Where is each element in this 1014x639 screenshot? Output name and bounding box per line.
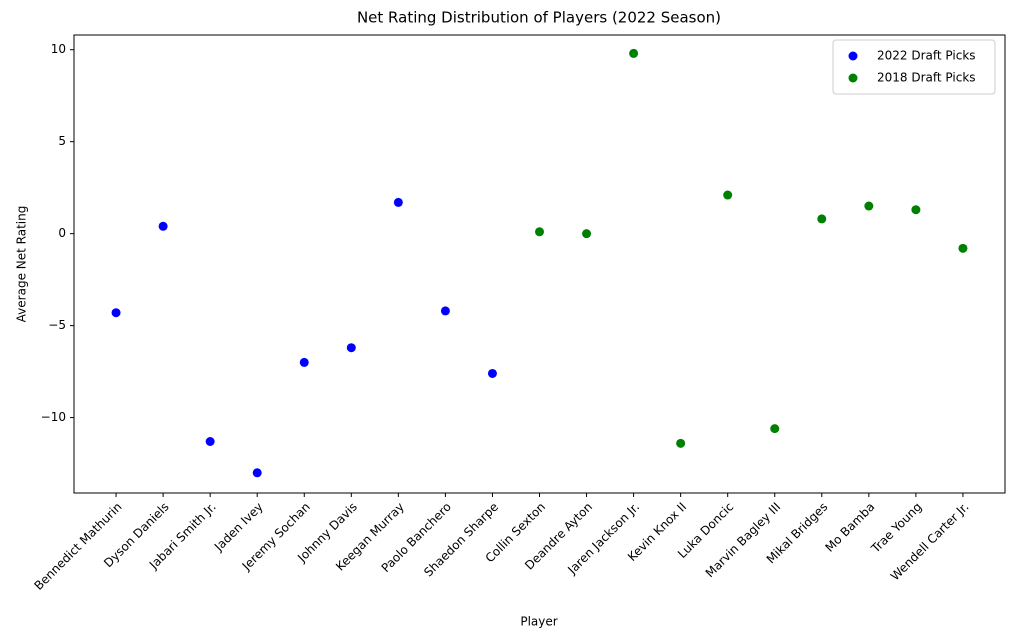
point <box>817 214 827 224</box>
plot-frame <box>73 34 1006 494</box>
point <box>205 436 215 446</box>
point <box>111 308 121 318</box>
legend-label: 2022 Draft Picks <box>877 49 976 63</box>
point <box>911 205 921 215</box>
y-tick-label: 5 <box>58 134 66 148</box>
y-tick-label: 0 <box>58 226 66 240</box>
point <box>299 357 309 367</box>
legend-label: 2018 Draft Picks <box>877 71 976 85</box>
y-axis-label: Average Net Rating <box>15 206 29 323</box>
point <box>770 424 780 434</box>
point <box>629 48 639 58</box>
y-tick-label: −5 <box>48 318 66 332</box>
point <box>346 343 356 353</box>
point <box>440 306 450 316</box>
x-tick-label: Wendell Carter Jr. <box>888 500 972 584</box>
legend-marker <box>848 51 858 61</box>
point <box>723 190 733 200</box>
point <box>676 438 686 448</box>
y-tick-label: 10 <box>51 42 66 56</box>
point <box>582 229 592 239</box>
chart-title: Net Rating Distribution of Players (2022… <box>357 9 721 27</box>
legend-box <box>832 39 996 95</box>
y-tick-label: −10 <box>41 410 66 424</box>
point <box>252 468 262 478</box>
point <box>864 201 874 211</box>
x-tick-label: Bennedict Mathurin <box>31 500 124 593</box>
x-axis-label: Player <box>520 615 557 629</box>
point <box>158 221 168 231</box>
legend-marker <box>848 73 858 83</box>
point <box>535 227 544 237</box>
point <box>393 197 403 207</box>
point <box>487 368 497 378</box>
point <box>958 243 968 253</box>
